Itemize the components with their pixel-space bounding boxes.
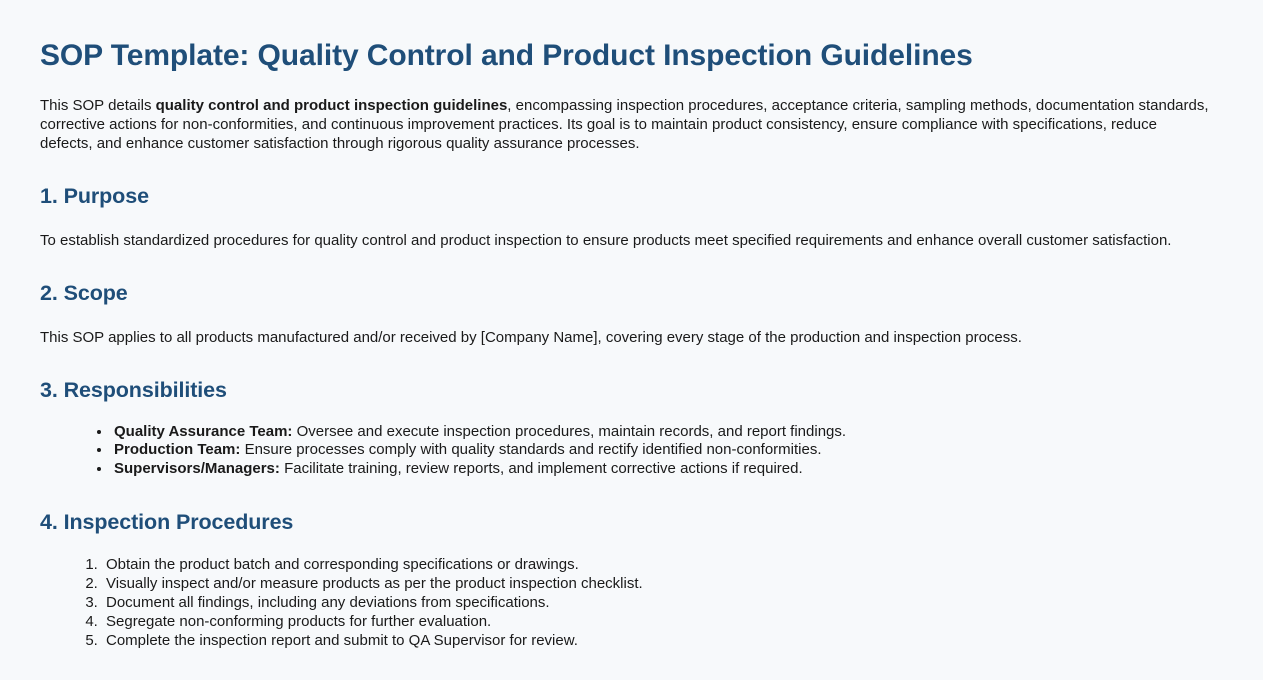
responsibility-role-label: Quality Assurance Team: xyxy=(114,422,293,440)
section-heading-purpose: 1. Purpose xyxy=(40,183,149,208)
section-inspection-procedures: 4. Inspection Procedures Obtain the prod… xyxy=(40,509,1211,650)
list-item: Obtain the product batch and correspondi… xyxy=(102,555,1211,574)
list-item: Document all findings, including any dev… xyxy=(102,593,1211,612)
list-item: Segregate non-conforming products for fu… xyxy=(102,612,1211,631)
responsibility-description: Oversee and execute inspection procedure… xyxy=(292,422,847,440)
intro-bold-phrase: quality control and product inspection g… xyxy=(155,96,508,114)
responsibility-role-label: Production Team: xyxy=(114,441,241,459)
bottom-spacer xyxy=(40,650,1211,680)
section-heading-responsibilities: 3. Responsibilities xyxy=(40,377,227,402)
list-item: Visually inspect and/or measure products… xyxy=(102,574,1211,593)
section-responsibilities: 3. Responsibilities Quality Assurance Te… xyxy=(40,377,1211,479)
intro-text-before-bold: This SOP details xyxy=(40,96,156,114)
section-scope: 2. Scope This SOP applies to all product… xyxy=(40,280,1211,347)
page-title: SOP Template: Quality Control and Produc… xyxy=(40,39,973,72)
list-item: Supervisors/Managers: Facilitate trainin… xyxy=(112,460,1211,479)
list-item: Complete the inspection report and submi… xyxy=(102,631,1211,650)
responsibility-description: Facilitate training, review reports, and… xyxy=(279,460,803,478)
inspection-steps-list: Obtain the product batch and correspondi… xyxy=(40,555,1211,650)
section-body-scope: This SOP applies to all products manufac… xyxy=(40,328,1022,346)
responsibilities-list: Quality Assurance Team: Oversee and exec… xyxy=(40,423,1211,479)
section-purpose: 1. Purpose To establish standardized pro… xyxy=(40,183,1211,250)
section-heading-scope: 2. Scope xyxy=(40,280,128,305)
responsibility-description: Ensure processes comply with quality sta… xyxy=(240,441,822,459)
intro-paragraph: This SOP details quality control and pro… xyxy=(40,96,1211,153)
intro-text-after-bold: , encompassing inspection procedures, ac… xyxy=(40,96,1209,152)
list-item: Quality Assurance Team: Oversee and exec… xyxy=(112,423,1211,442)
section-heading-inspection-procedures: 4. Inspection Procedures xyxy=(40,509,294,534)
section-body-purpose: To establish standardized procedures for… xyxy=(40,231,1172,249)
responsibility-role-label: Supervisors/Managers: xyxy=(114,460,280,478)
list-item: Production Team: Ensure processes comply… xyxy=(112,441,1211,460)
